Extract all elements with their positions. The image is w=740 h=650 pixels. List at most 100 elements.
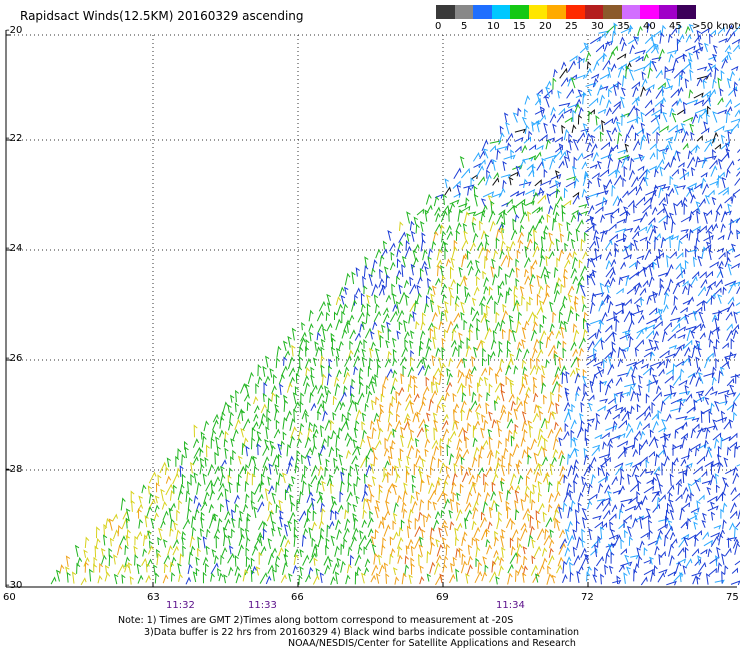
wind-barb xyxy=(479,516,487,528)
wind-barb xyxy=(727,247,735,253)
lat-label-24: -24 xyxy=(6,243,23,254)
wind-barb xyxy=(262,365,267,377)
wind-barb xyxy=(563,108,573,114)
wind-barb xyxy=(543,122,548,134)
wind-barb xyxy=(541,374,546,387)
wind-barb xyxy=(441,346,446,359)
wind-barb xyxy=(570,77,576,89)
wind-barb xyxy=(631,364,638,377)
wind-barb xyxy=(471,456,478,468)
wind-barb xyxy=(648,307,658,316)
wind-barb xyxy=(458,266,463,278)
wind-barb xyxy=(547,400,555,414)
wind-barb xyxy=(610,347,617,358)
wind-barb xyxy=(709,501,715,510)
wind-barb xyxy=(205,545,210,555)
wind-barb xyxy=(726,51,732,61)
wind-barb xyxy=(298,346,304,357)
wind-barb xyxy=(413,216,419,225)
wind-barb xyxy=(247,371,254,384)
wind-barb xyxy=(487,521,493,530)
wind-barb xyxy=(667,332,676,342)
wind-barb xyxy=(615,302,626,308)
wind-barb xyxy=(418,511,423,521)
wind-barb xyxy=(556,113,564,123)
wind-barb xyxy=(172,472,180,485)
wind-barb xyxy=(154,504,160,513)
wind-barb xyxy=(315,567,320,576)
wind-barb xyxy=(415,454,422,466)
wind-barb xyxy=(711,366,717,378)
wind-barb xyxy=(529,273,536,286)
wind-barb xyxy=(438,527,443,538)
wind-barb xyxy=(573,554,581,566)
wind-barb xyxy=(407,436,414,449)
wind-barb xyxy=(289,511,296,522)
wind-barb xyxy=(499,249,505,260)
wind-barb xyxy=(675,262,682,270)
wind-barb xyxy=(657,449,665,458)
legend-swatch xyxy=(566,5,586,19)
wind-barb xyxy=(729,441,738,449)
wind-barb xyxy=(615,237,627,243)
wind-barb xyxy=(238,517,243,529)
wind-barb xyxy=(409,429,415,439)
wind-barb xyxy=(726,377,735,387)
wind-barb xyxy=(732,538,740,549)
wind-barb xyxy=(572,464,578,476)
wind-barb xyxy=(275,357,281,369)
wind-barb xyxy=(623,206,629,216)
wind-barb xyxy=(460,400,467,413)
wind-barb xyxy=(664,436,669,447)
wind-barb xyxy=(640,122,646,134)
wind-barb xyxy=(441,293,447,303)
wind-barb xyxy=(641,78,648,88)
wind-barb xyxy=(567,408,572,420)
wind-barb xyxy=(676,268,686,280)
wind-barb xyxy=(547,481,553,493)
wind-barb xyxy=(483,472,488,486)
wind-barb xyxy=(171,571,176,582)
wind-barb xyxy=(658,186,664,198)
legend-swatch xyxy=(621,5,641,19)
wind-barb xyxy=(587,88,593,97)
wind-barb xyxy=(308,552,317,564)
wind-barb xyxy=(672,443,677,456)
wind-barb xyxy=(730,243,736,252)
wind-barb xyxy=(317,452,323,466)
wind-barb xyxy=(325,311,330,321)
wind-barb xyxy=(601,196,607,207)
wind-barb xyxy=(611,103,621,115)
wind-barb xyxy=(666,214,671,225)
wind-barb xyxy=(437,458,442,468)
wind-barb xyxy=(461,167,471,179)
wind-barb xyxy=(266,408,271,422)
wind-barb xyxy=(552,123,557,134)
wind-barb xyxy=(517,341,523,350)
wind-barb xyxy=(704,140,713,152)
wind-barb xyxy=(145,562,150,573)
wind-barb xyxy=(416,411,421,423)
note-line-2: 3)Data buffer is 22 hrs from 20160329 4)… xyxy=(144,626,580,638)
wind-barb xyxy=(370,380,376,394)
wind-barb xyxy=(701,480,712,485)
wind-barb xyxy=(673,202,678,216)
wind-barb xyxy=(215,436,220,448)
wind-barb xyxy=(666,368,674,375)
wind-barb xyxy=(665,192,670,204)
wind-barb xyxy=(242,418,251,431)
wind-barb xyxy=(672,281,681,295)
wind-barb xyxy=(671,112,677,123)
wind-barb xyxy=(633,36,639,45)
wind-barb xyxy=(351,378,356,387)
wind-barb xyxy=(613,311,618,321)
wind-barb xyxy=(685,34,692,43)
wind-barb xyxy=(169,489,175,501)
wind-barb xyxy=(387,350,392,360)
wind-barb xyxy=(147,485,152,495)
wind-barb xyxy=(509,551,518,564)
wind-barb xyxy=(734,109,740,118)
wind-barb xyxy=(524,393,530,403)
legend-swatch xyxy=(677,5,697,19)
wind-barb xyxy=(538,492,542,503)
